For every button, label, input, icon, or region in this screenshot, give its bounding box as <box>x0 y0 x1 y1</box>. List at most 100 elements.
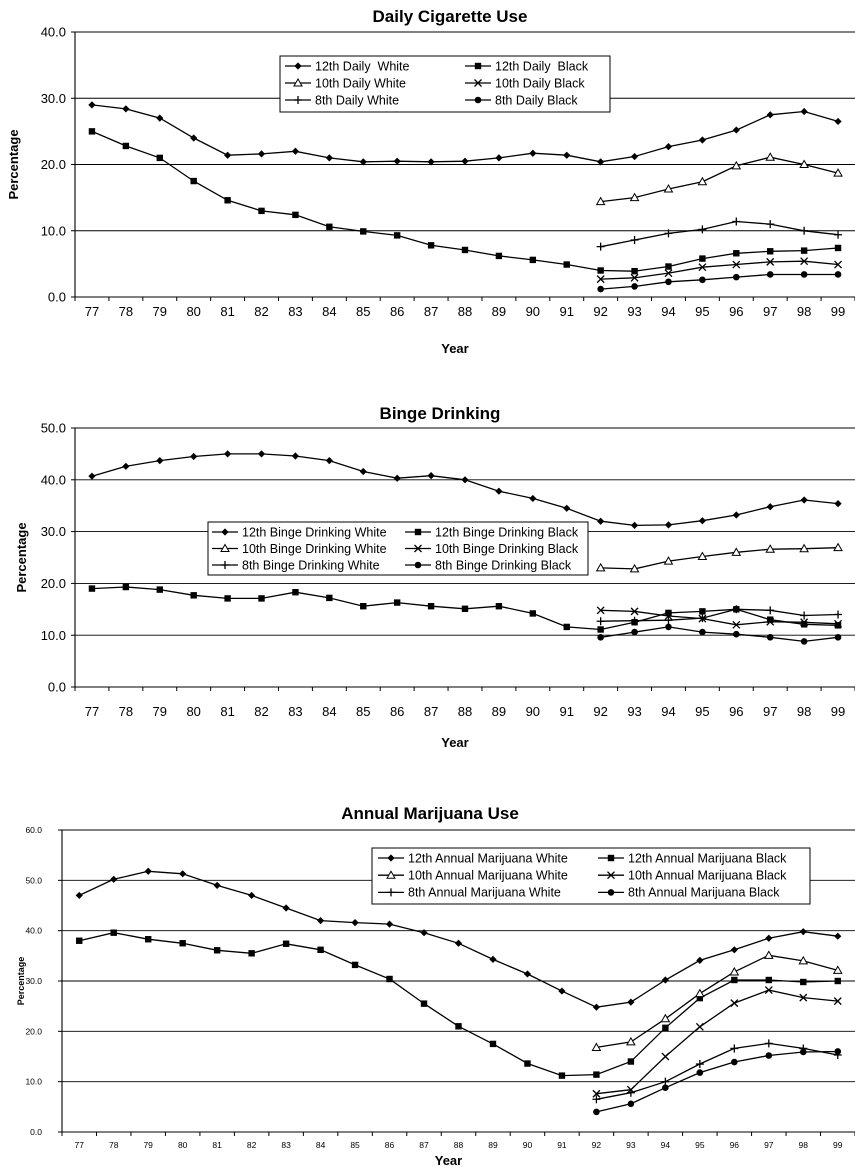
legend-item: 12th Annual Marijuana White <box>378 851 568 865</box>
data-point <box>316 917 325 925</box>
x-tick-label: 83 <box>288 704 302 719</box>
x-tick-label: 97 <box>763 304 777 319</box>
series-1 <box>88 450 842 529</box>
series-line <box>596 1042 838 1100</box>
legend-item: 12th Daily White <box>285 59 410 73</box>
data-point <box>523 970 532 978</box>
data-point <box>698 517 706 525</box>
x-tick-label: 88 <box>458 704 472 719</box>
legend-label: 12th Annual Marijuana White <box>408 851 568 865</box>
data-point <box>732 605 741 614</box>
chart-2: Binge Drinking 0.0 10.0 20.0 30.0 40.0 50.0 77 7… <box>14 404 855 750</box>
x-tick-label: 93 <box>627 304 641 319</box>
legend-item: 10th Annual Marijuana White <box>378 869 568 883</box>
x-tick-label: 84 <box>322 704 336 719</box>
data-point <box>834 117 842 126</box>
legend-marker <box>294 62 302 70</box>
y-tick-label: 30.0 <box>25 976 42 986</box>
y-tick-label: 0.0 <box>30 1127 42 1137</box>
x-tick-label: 98 <box>797 304 811 319</box>
data-point <box>179 870 187 878</box>
x-tick-label: 92 <box>593 304 607 319</box>
legend-label: 10th Binge Drinking Black <box>435 542 579 556</box>
data-point <box>325 457 333 465</box>
legend-item: 12th Daily Black <box>465 59 589 73</box>
data-point <box>630 236 639 245</box>
data-point <box>834 1048 842 1055</box>
data-point <box>800 271 808 278</box>
data-point <box>696 956 704 964</box>
legend-label: 12th Daily Black <box>495 59 589 73</box>
data-point <box>122 105 130 113</box>
x-tick-label: 81 <box>220 304 234 319</box>
data-point <box>834 977 841 985</box>
legend-item: 10th Annual Marijuana Black <box>598 869 787 883</box>
y-tick-label: 40.0 <box>25 926 42 936</box>
data-point <box>800 978 807 986</box>
data-point <box>730 1044 739 1053</box>
data-point <box>190 134 198 142</box>
y-tick-label: 20.0 <box>41 576 66 591</box>
legend-marker <box>414 528 422 536</box>
data-point <box>291 452 300 460</box>
legend-marker <box>293 77 303 87</box>
data-point <box>664 521 673 529</box>
data-point <box>698 225 707 234</box>
x-tick-label: 86 <box>385 1140 395 1150</box>
data-point <box>248 891 256 900</box>
legend-label: 8th Annual Marijuana White <box>408 886 561 900</box>
data-point <box>834 619 843 628</box>
legend-marker <box>221 561 229 569</box>
data-point <box>529 256 537 264</box>
legend-label: 10th Annual Marijuana Black <box>628 869 787 883</box>
data-point <box>257 450 266 458</box>
data-point <box>766 503 774 511</box>
data-point <box>696 994 704 1002</box>
data-point <box>800 638 808 645</box>
legend-item: 12th Annual Marijuana Black <box>598 851 787 865</box>
x-tick-label: 87 <box>424 304 438 319</box>
x-tick-label: 84 <box>322 304 336 319</box>
data-point <box>563 623 570 631</box>
data-point <box>834 932 842 940</box>
series-line <box>600 626 839 643</box>
series-2 <box>88 583 842 633</box>
data-point <box>766 111 774 119</box>
data-point <box>495 487 503 495</box>
series-line <box>600 609 839 626</box>
data-point <box>292 211 299 219</box>
data-point <box>698 136 706 144</box>
legend-label: 8th Binge Drinking Black <box>435 558 572 572</box>
x-tick-label: 85 <box>356 304 370 319</box>
data-point <box>799 543 809 553</box>
x-tick-label: 91 <box>557 1140 567 1150</box>
data-point <box>563 151 571 159</box>
data-point <box>661 1052 670 1061</box>
legend-label: 8th Binge Drinking White <box>242 558 380 572</box>
data-point <box>595 562 606 572</box>
y-tick-label: 40.0 <box>41 472 66 487</box>
data-point <box>258 207 265 215</box>
legend-label: 10th Daily White <box>315 76 406 90</box>
legend-item: 12th Binge Drinking Black <box>405 525 579 539</box>
chart-title: Binge Drinking <box>380 404 501 423</box>
data-point <box>662 1084 669 1092</box>
legend-item: 10th Binge Drinking Black <box>405 542 579 556</box>
x-tick-label: 82 <box>254 704 268 719</box>
data-point <box>767 616 774 623</box>
data-point <box>592 1003 601 1011</box>
data-point <box>360 602 367 610</box>
data-point <box>699 255 706 262</box>
series-line <box>596 989 838 1095</box>
x-tick-label: 95 <box>695 1140 705 1150</box>
data-point <box>767 248 774 255</box>
data-point <box>627 1058 635 1065</box>
x-tick-label: 77 <box>85 704 99 719</box>
data-point <box>385 920 394 928</box>
data-point <box>427 158 435 166</box>
data-point <box>800 496 808 504</box>
x-tick-label: 89 <box>492 304 506 319</box>
data-point <box>699 276 706 284</box>
data-point <box>766 606 775 615</box>
data-point <box>156 154 163 162</box>
